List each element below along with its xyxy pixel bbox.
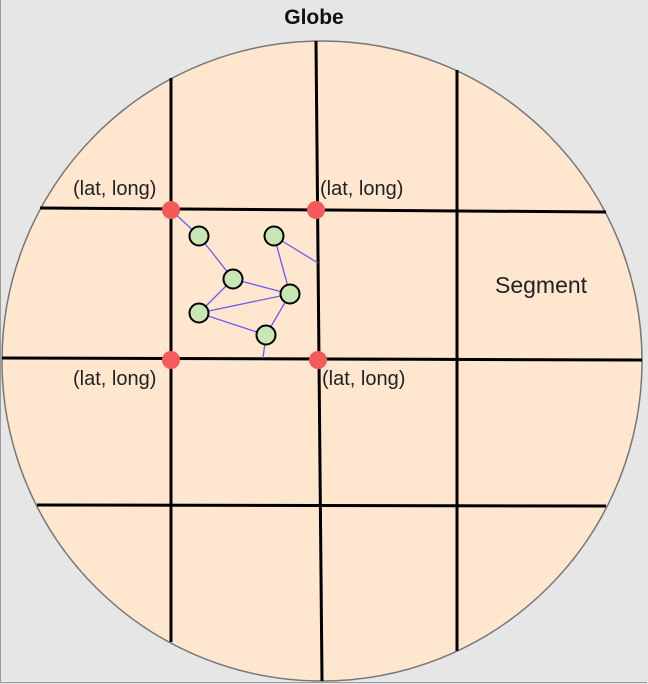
corner-label-top-left: (lat, long) (73, 178, 156, 200)
graph-edge (198, 312, 267, 336)
graph-node (188, 225, 210, 247)
graph-nodes (188, 225, 301, 346)
graph-node (222, 268, 244, 290)
graph-edge (198, 293, 291, 314)
corner-label-bottom-left: (lat, long) (73, 368, 156, 390)
graph-node (263, 225, 285, 247)
corner-node (162, 201, 180, 219)
graph-node (255, 324, 277, 346)
corner-label-bottom-right: (lat, long) (322, 368, 405, 390)
corner-label-top-right: (lat, long) (320, 178, 403, 200)
corner-node (162, 351, 180, 369)
corner-nodes (162, 201, 327, 369)
corner-node (309, 351, 327, 369)
diagram-title: Globe (284, 6, 344, 29)
graph-node (188, 302, 210, 324)
segment-label: Segment (495, 272, 588, 298)
corner-node (307, 201, 325, 219)
graph-node (279, 283, 301, 305)
